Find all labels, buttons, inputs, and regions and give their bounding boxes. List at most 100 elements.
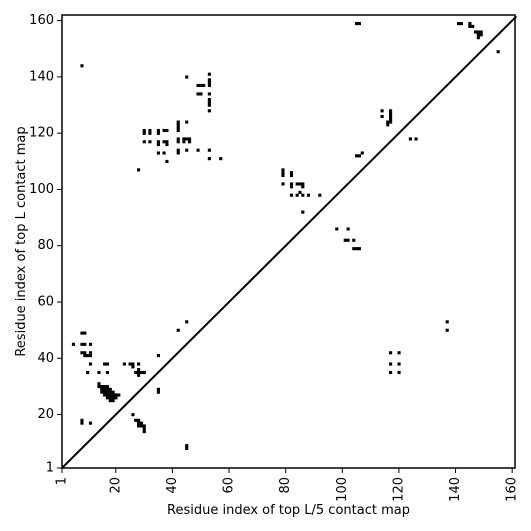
data-point bbox=[346, 238, 350, 242]
data-point bbox=[176, 151, 180, 155]
data-point bbox=[88, 354, 93, 358]
data-point bbox=[142, 430, 146, 434]
data-point bbox=[346, 227, 350, 231]
x-tick-label: 160 bbox=[505, 477, 520, 502]
data-point bbox=[355, 247, 359, 251]
data-point bbox=[389, 351, 393, 355]
data-point bbox=[88, 362, 93, 366]
data-point bbox=[196, 148, 200, 152]
data-point bbox=[108, 387, 112, 391]
data-point bbox=[80, 421, 84, 425]
data-point bbox=[207, 100, 211, 104]
data-point bbox=[137, 368, 141, 372]
data-point bbox=[111, 390, 115, 394]
data-point bbox=[105, 387, 110, 391]
data-point bbox=[207, 92, 211, 96]
y-axis-label: Residue index of top L contact map bbox=[14, 126, 29, 356]
data-point bbox=[196, 83, 200, 88]
data-point bbox=[108, 396, 112, 400]
data-point bbox=[176, 148, 180, 152]
data-point bbox=[97, 382, 101, 386]
data-point bbox=[207, 109, 211, 113]
data-point bbox=[100, 385, 104, 389]
data-point bbox=[139, 370, 143, 375]
x-tick-label: 60 bbox=[222, 477, 237, 494]
data-point bbox=[137, 168, 141, 172]
data-point bbox=[156, 354, 160, 358]
data-point bbox=[88, 342, 93, 346]
data-point bbox=[97, 370, 101, 375]
data-point bbox=[100, 390, 104, 394]
data-point bbox=[156, 151, 160, 155]
data-point bbox=[71, 342, 76, 346]
data-point bbox=[83, 354, 87, 358]
data-point bbox=[114, 396, 118, 400]
data-point bbox=[185, 137, 189, 141]
data-point bbox=[476, 30, 480, 34]
data-point bbox=[386, 120, 390, 124]
data-point bbox=[199, 83, 203, 88]
data-point bbox=[281, 173, 285, 178]
data-point bbox=[137, 362, 141, 366]
data-point bbox=[156, 140, 160, 144]
x-tick-label: 120 bbox=[391, 477, 406, 502]
x-tick-label: 140 bbox=[448, 477, 463, 502]
data-point bbox=[397, 351, 401, 355]
data-point bbox=[298, 190, 302, 194]
data-point bbox=[301, 185, 305, 189]
data-point bbox=[207, 78, 211, 82]
data-point bbox=[479, 33, 483, 37]
data-point bbox=[306, 193, 311, 197]
data-point bbox=[196, 92, 200, 96]
data-point bbox=[148, 140, 152, 144]
x-tick-label: 80 bbox=[278, 477, 293, 494]
y-tick-label: 60 bbox=[37, 294, 54, 309]
data-point bbox=[496, 50, 500, 54]
data-point bbox=[207, 98, 211, 102]
data-point bbox=[185, 148, 189, 152]
data-point bbox=[318, 193, 322, 197]
data-point bbox=[165, 143, 169, 147]
data-point bbox=[103, 393, 107, 397]
data-point bbox=[295, 193, 299, 197]
data-point bbox=[128, 362, 132, 366]
data-point bbox=[86, 354, 90, 358]
data-point bbox=[80, 331, 84, 335]
data-point bbox=[343, 238, 347, 242]
data-point bbox=[207, 103, 211, 107]
data-point bbox=[88, 421, 93, 425]
data-point bbox=[389, 362, 393, 366]
data-point bbox=[202, 83, 206, 88]
data-point bbox=[289, 185, 294, 189]
x-tick-label: 20 bbox=[108, 477, 123, 494]
data-point bbox=[142, 131, 146, 135]
data-point bbox=[355, 22, 359, 26]
data-point bbox=[165, 159, 169, 164]
x-tick-label: 40 bbox=[165, 477, 180, 494]
data-point bbox=[357, 247, 361, 251]
data-point bbox=[352, 247, 356, 251]
data-point bbox=[176, 140, 180, 144]
data-point bbox=[131, 362, 135, 366]
data-point bbox=[397, 362, 401, 366]
data-point bbox=[301, 210, 305, 214]
data-point bbox=[479, 30, 483, 34]
data-point bbox=[134, 370, 138, 375]
y-tick-label: 120 bbox=[29, 126, 54, 141]
data-point bbox=[134, 418, 138, 422]
data-point bbox=[281, 168, 285, 172]
y-tick-label: 100 bbox=[29, 182, 54, 197]
data-point bbox=[105, 370, 110, 375]
x-tick-label: 1 bbox=[55, 477, 70, 485]
data-point bbox=[335, 227, 339, 231]
data-point bbox=[468, 24, 472, 28]
data-point bbox=[103, 385, 107, 389]
data-point bbox=[352, 238, 356, 242]
data-point bbox=[114, 393, 118, 397]
data-point bbox=[105, 393, 110, 397]
data-point bbox=[122, 362, 126, 366]
data-point bbox=[199, 92, 203, 96]
data-point bbox=[473, 30, 478, 34]
data-point bbox=[207, 81, 211, 85]
